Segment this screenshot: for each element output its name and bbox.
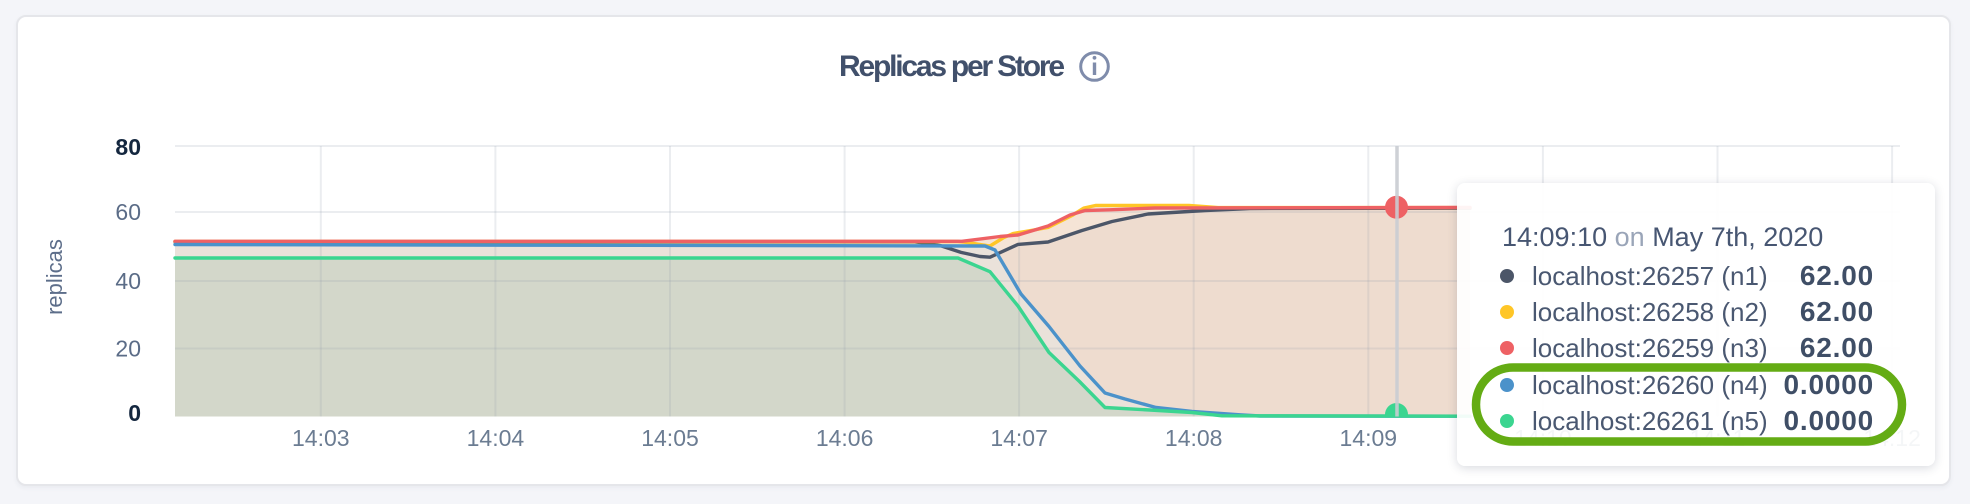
svg-text:replicas: replicas (42, 239, 67, 315)
svg-text:14:09: 14:09 (1340, 425, 1398, 451)
svg-text:20: 20 (115, 336, 141, 362)
svg-text:14:05: 14:05 (641, 425, 699, 451)
svg-text:14:07: 14:07 (990, 425, 1048, 451)
svg-text:0: 0 (128, 400, 141, 426)
svg-text:14:03: 14:03 (292, 425, 350, 451)
svg-text:14:06: 14:06 (816, 425, 874, 451)
svg-text:60: 60 (115, 199, 141, 225)
svg-text:40: 40 (115, 268, 141, 294)
svg-text:14:08: 14:08 (1165, 425, 1223, 451)
svg-text:14:04: 14:04 (467, 425, 525, 451)
svg-text:80: 80 (115, 134, 141, 160)
